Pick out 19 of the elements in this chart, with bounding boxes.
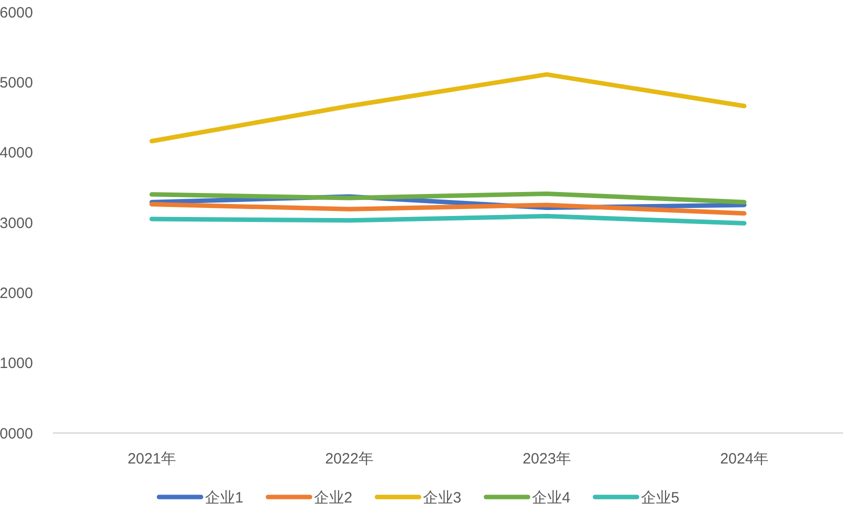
legend-label: 企业3	[423, 489, 462, 506]
line-series	[150, 191, 746, 204]
y-tick-label: 5000	[0, 74, 33, 92]
x-tick-label: 2021年	[128, 450, 176, 468]
x-tick-label: 2024年	[720, 450, 768, 468]
legend-label: 企业2	[314, 489, 352, 506]
legend-label: 企业1	[205, 489, 244, 506]
legend-label: 企业5	[641, 489, 680, 506]
y-tick-label: 4000	[0, 144, 33, 162]
y-tick-label: 3000	[0, 214, 33, 232]
legend-label: 企业4	[532, 489, 570, 506]
y-tick-label: 2000	[0, 284, 33, 302]
x-tick-label: 2022年	[325, 450, 374, 468]
y-tick-label: 0000	[0, 425, 33, 442]
line-series	[150, 214, 746, 226]
x-tick-label: 2023年	[522, 450, 571, 468]
line-series	[150, 202, 746, 216]
y-tick-label: 6000	[0, 4, 33, 22]
y-tick-label: 1000	[0, 355, 33, 372]
